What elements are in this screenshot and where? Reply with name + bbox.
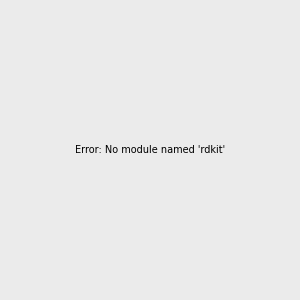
Text: Error: No module named 'rdkit': Error: No module named 'rdkit' bbox=[75, 145, 225, 155]
